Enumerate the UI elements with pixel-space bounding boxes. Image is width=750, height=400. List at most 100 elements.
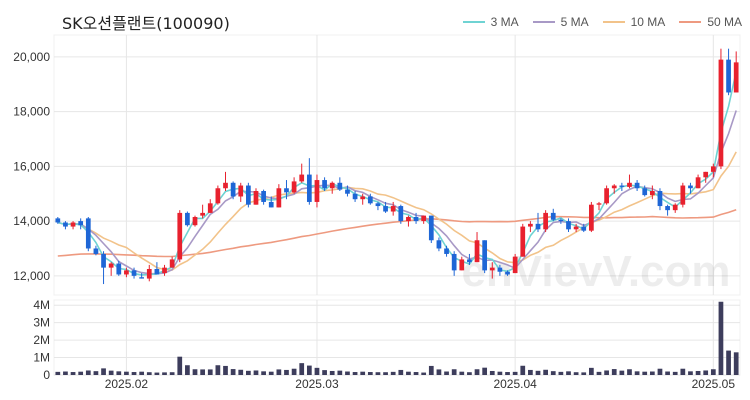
- volume-tick-label: 3M: [33, 316, 50, 330]
- volume-bar: [314, 367, 320, 375]
- volume-bar: [63, 371, 68, 375]
- candle-body: [619, 185, 625, 187]
- candle-body: [436, 240, 442, 249]
- candle-body: [421, 215, 427, 222]
- candle-body: [459, 259, 465, 271]
- candle-body: [85, 218, 91, 249]
- candle-body: [291, 181, 297, 193]
- volume-bar: [634, 371, 640, 375]
- volume-bar: [93, 371, 99, 375]
- candle-body: [276, 188, 282, 208]
- volume-bar: [703, 370, 709, 375]
- volume-bar: [558, 371, 564, 375]
- candle-body: [299, 174, 305, 182]
- volume-bar: [695, 370, 701, 375]
- candle-body: [528, 223, 533, 227]
- candle-body: [238, 185, 244, 197]
- candle-body: [688, 185, 693, 189]
- candle-body: [672, 204, 678, 211]
- volume-bar: [421, 372, 427, 375]
- volume-bar: [329, 370, 335, 375]
- volume-panel: [53, 299, 741, 376]
- candle-body: [467, 259, 472, 263]
- price-tick-label: 16,000: [13, 159, 50, 173]
- volume-bar: [672, 371, 678, 375]
- candle-body: [246, 185, 251, 205]
- volume-bar: [535, 370, 541, 375]
- candle-body: [230, 182, 236, 197]
- volume-bar: [726, 350, 731, 375]
- volume-bar: [124, 371, 129, 375]
- volume-bar: [665, 371, 670, 375]
- price-tick-label: 12,000: [13, 269, 50, 283]
- volume-bar: [528, 369, 533, 375]
- volume-bar: [108, 370, 114, 375]
- x-tick-label: 2025.05: [692, 377, 736, 391]
- candle-body: [710, 166, 716, 172]
- candle-body: [215, 188, 221, 204]
- candle-body: [169, 259, 175, 268]
- volume-bar: [383, 372, 388, 375]
- legend-swatch-ma10: [602, 21, 625, 23]
- candle-body: [207, 203, 213, 213]
- legend: 3 MA 5 MA 10 MA 50 MA: [462, 15, 742, 29]
- candle-body: [627, 182, 632, 187]
- candle-body: [489, 267, 495, 271]
- candle-body: [398, 206, 404, 222]
- volume-bar: [139, 371, 145, 375]
- candle-body: [535, 223, 541, 230]
- volume-bar: [627, 369, 632, 375]
- legend-label-ma5: 5 MA: [560, 15, 589, 29]
- volume-bar: [581, 372, 587, 375]
- candle-body: [657, 191, 663, 207]
- volume-bar: [474, 369, 480, 375]
- x-tick-label: 2025.02: [105, 377, 149, 391]
- volume-bar: [733, 352, 739, 375]
- volume-bar: [291, 368, 297, 375]
- candle-body: [649, 191, 655, 196]
- volume-tick-label: 2M: [33, 333, 50, 347]
- candle-body: [337, 182, 343, 190]
- volume-bar: [680, 368, 686, 375]
- volume-bar: [436, 369, 442, 375]
- legend-swatch-ma3: [462, 21, 485, 23]
- candle-body: [733, 62, 739, 93]
- candle-body: [268, 201, 274, 208]
- volume-bar: [413, 372, 419, 375]
- candle-body: [154, 269, 160, 275]
- volume-bar: [192, 369, 198, 375]
- candle-body: [550, 212, 556, 220]
- candle-body: [116, 263, 122, 275]
- volume-bar: [367, 372, 373, 375]
- candle-body: [223, 182, 228, 189]
- volume-bar: [337, 370, 343, 375]
- volume-bar: [444, 371, 449, 375]
- candle-body: [63, 222, 68, 227]
- volume-bar: [375, 372, 381, 375]
- volume-bar: [78, 371, 84, 375]
- volume-bar: [573, 372, 579, 375]
- candle-body: [131, 270, 137, 276]
- volume-bar: [284, 369, 289, 375]
- volume-bar: [467, 372, 472, 375]
- volume-bar: [101, 368, 106, 375]
- ma50-line: [57, 208, 737, 258]
- volume-bar: [55, 371, 61, 375]
- volume-bar: [589, 367, 594, 375]
- volume-bar: [70, 372, 76, 375]
- volume-bar: [116, 371, 122, 375]
- candle-body: [192, 217, 198, 226]
- volume-bar: [596, 371, 602, 375]
- x-tick-label: 2025.04: [493, 377, 537, 391]
- volume-bar: [246, 370, 251, 375]
- legend-swatch-ma50: [679, 21, 702, 23]
- volume-tick-label: 0: [43, 368, 50, 382]
- candle-body: [70, 222, 76, 227]
- candle-body: [642, 188, 648, 196]
- volume-bar: [604, 370, 609, 375]
- volume-bar: [154, 372, 160, 375]
- volume-bar: [642, 371, 648, 375]
- candle-body: [505, 271, 510, 275]
- candle-body: [306, 174, 312, 202]
